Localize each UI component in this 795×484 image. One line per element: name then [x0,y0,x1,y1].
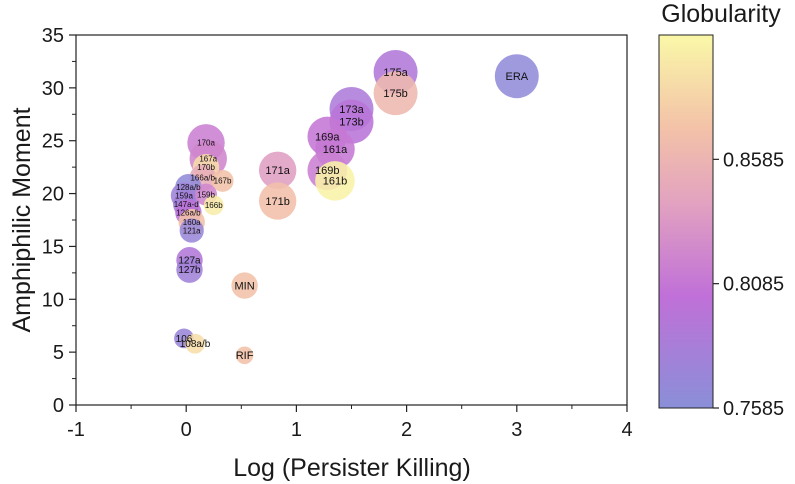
point-label: 175b [383,88,407,100]
point-RIF [235,346,254,365]
x-tick-label: 0 [181,419,192,441]
point-label: 170b [197,163,215,172]
y-tick-label: 15 [42,236,64,258]
point-label: 161b [323,176,347,188]
colorbar-title: Globularity [661,0,781,28]
point-label: 147a-d [174,200,199,209]
point-label: MIN [235,280,255,292]
x-tick-label: -1 [67,419,85,441]
point-175b [373,71,418,116]
x-tick-label: 4 [621,419,632,441]
colorbar-tick-label: 0.8585 [723,149,784,171]
point-label: 166b [205,201,223,210]
x-axis-title: Log (Persister Killing) [233,454,471,482]
colorbar-tick-label: 0.7585 [723,398,784,420]
point-label: 121a [183,226,201,235]
point-label: 160a [183,218,201,227]
point-171a [258,151,297,190]
point-label: 159b [197,190,215,199]
y-tick-label: 5 [53,342,64,364]
point-label: 173a [339,104,364,116]
x-tick-label: 2 [401,419,412,441]
point-label: 167b [214,177,232,186]
point-label: 159a [175,191,193,200]
point-label: 175a [383,67,408,79]
point-label: 166a/b [190,174,215,183]
x-tick-label: 1 [291,419,302,441]
y-tick-label: 10 [42,289,64,311]
point-label: ERA [505,71,528,83]
point-167b [211,169,234,192]
colorbar-gradient [658,34,714,409]
y-tick-label: 0 [53,395,64,417]
point-label: 108a/b [180,339,211,350]
y-tick-label: 30 [42,78,64,100]
point-label: 128a/b [176,183,201,192]
y-tick-label: 20 [42,184,64,206]
point-108a-b [185,333,205,354]
point-label: 171a [265,165,290,177]
point-ERA [494,54,539,99]
point-161b [315,161,355,201]
point-label: 170a [197,139,215,148]
point-MIN [231,272,258,299]
point-label: 173b [339,117,363,129]
point-121a [179,218,204,243]
point-label: 167a [199,154,217,163]
point-label: 161a [323,144,348,156]
point-label: 169a [315,131,340,143]
point-label: 126a/b [176,208,201,217]
point-label: RIF [236,350,254,362]
y-axis-title: Amphiphilic Moment [8,107,36,332]
point-label: 171b [265,196,289,208]
y-tick-label: 35 [42,25,64,47]
point-label: 127a [178,256,201,267]
point-label: 127b [178,265,201,276]
point-127b [176,256,203,283]
colorbar: Globularity 0.7585 0.8085 0.8585 [658,0,784,420]
point-171b [258,182,297,220]
x-tick-label: 3 [511,419,522,441]
colorbar-tick-label: 0.8085 [723,274,784,296]
point-166b [203,195,224,216]
y-tick-label: 25 [42,131,64,153]
point-label: 169b [315,165,339,177]
point-label: 106 [176,334,193,345]
